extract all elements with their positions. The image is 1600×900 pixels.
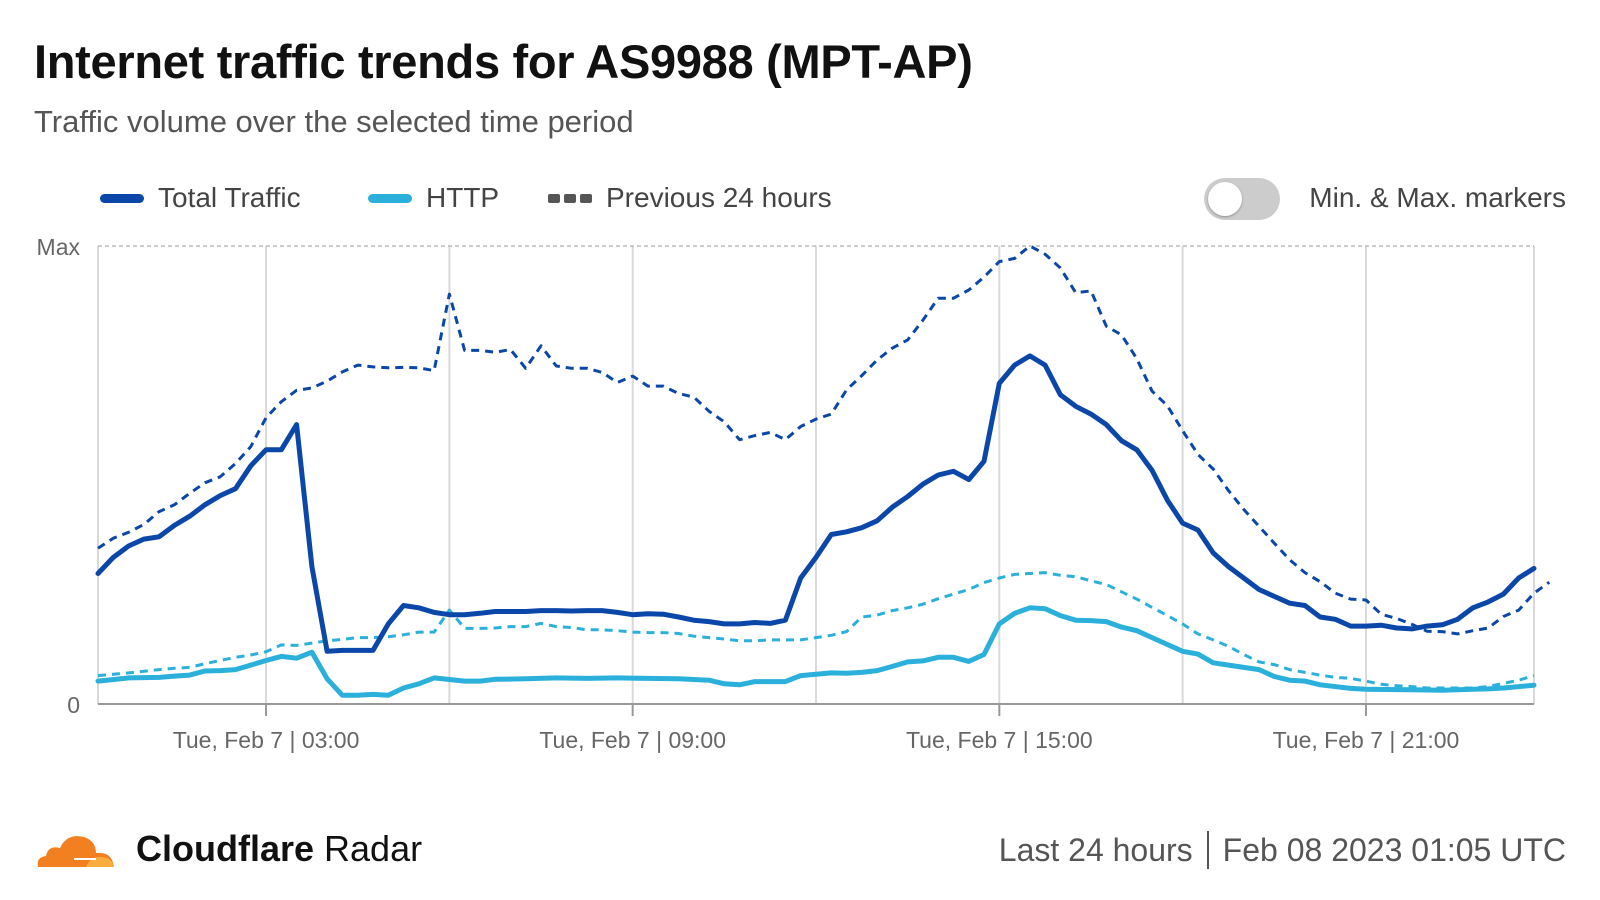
min-max-toggle-label: Min. & Max. markers <box>1309 182 1566 213</box>
period-label: Last 24 hours <box>998 832 1193 868</box>
timestamp-label: Feb 08 2023 01:05 UTC <box>1222 832 1566 868</box>
x-tick-label-0: Tue, Feb 7 | 03:00 <box>173 727 360 753</box>
toggle-knob <box>1208 182 1242 216</box>
legend-previous-24h[interactable]: Previous 24 hours <box>548 180 832 216</box>
series-line-total-traffic <box>95 353 1537 654</box>
legend-total-traffic-swatch <box>100 193 144 203</box>
footer-period: Last 24 hours Feb 08 2023 01:05 UTC <box>999 830 1566 870</box>
legend-http-label: HTTP <box>426 182 500 213</box>
legend-http-swatch <box>368 193 412 203</box>
series-line-http <box>95 605 1537 698</box>
traffic-chart: Max 0 Tue, Feb 7 | 03:00 Tue, Feb 7 | 09:00… <box>37 234 1551 753</box>
x-tick-label-1: Tue, Feb 7 | 09:00 <box>539 727 726 753</box>
legend-previous-24h-label: Previous 24 hours <box>606 182 832 213</box>
footer-separator <box>1206 831 1209 869</box>
y-tick-label-0: Max <box>37 234 81 260</box>
brand: Cloudflare Radar <box>34 826 422 872</box>
legend-total-traffic-label: Total Traffic <box>158 182 301 213</box>
min-max-toggle[interactable] <box>1204 178 1280 220</box>
page-subtitle: Traffic volume over the selected time pe… <box>34 104 634 139</box>
series-line-previous-24-hours-http <box>97 571 1535 690</box>
cloudflare-logo-icon <box>37 836 114 867</box>
legend-http[interactable]: HTTP <box>368 180 499 216</box>
page-title: Internet traffic trends for AS9988 (MPT-… <box>34 35 973 88</box>
legend-previous-24h-swatch <box>548 193 592 203</box>
series-line-previous-24-hours <box>97 244 1551 636</box>
legend-total-traffic[interactable]: Total Traffic <box>100 180 301 216</box>
brand-name: Cloudflare Radar <box>136 828 423 869</box>
y-tick-label-1: 0 <box>67 692 80 718</box>
x-tick-label-2: Tue, Feb 7 | 15:00 <box>906 727 1093 753</box>
x-tick-label-3: Tue, Feb 7 | 21:00 <box>1273 727 1460 753</box>
